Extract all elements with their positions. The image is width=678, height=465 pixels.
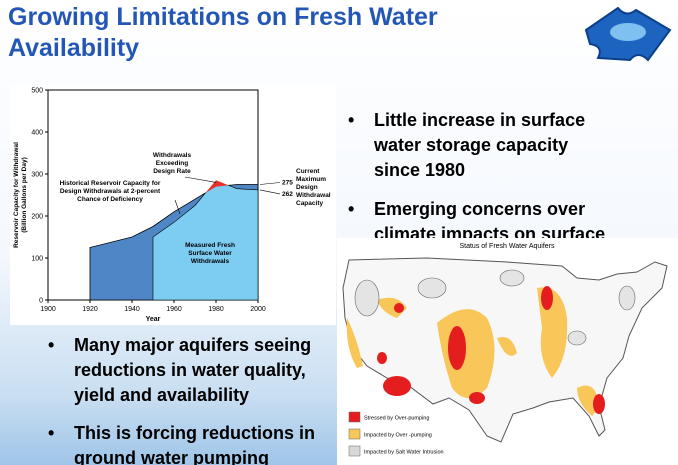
x-axis-label: Year <box>146 316 161 323</box>
bullet-text: Little increase in surface water storage… <box>374 110 586 180</box>
y-tick-label: 400 <box>31 130 43 137</box>
withdrawal-area <box>152 184 258 300</box>
annotation: Maximum <box>296 176 326 183</box>
y-tick-label: 0 <box>39 298 43 305</box>
bullet: • Little increase in surface water storag… <box>348 110 586 180</box>
bullet-text: This is forcing reductions in ground wat… <box>74 423 316 465</box>
bullet-text: Many major aquifers seeing reductions in… <box>74 335 312 405</box>
x-tick-label: 1980 <box>208 306 224 313</box>
capacity-value: 275 <box>282 180 293 187</box>
series-label: Historical Reservoir Capacity for Design … <box>60 180 161 203</box>
x-tick-label: 1960 <box>166 306 182 313</box>
series-label: Measured Fresh Surface Water Withdrawals <box>185 242 235 265</box>
map-title: Status of Fresh Water Aquifers <box>459 243 555 250</box>
annotation: Withdrawals <box>153 152 192 159</box>
annotation: Withdrawal <box>296 192 331 199</box>
aquifer-map: Status of Fresh Water Aquifers Stre <box>337 238 678 465</box>
y-tick-label: 200 <box>31 214 43 221</box>
x-tick-label: 1900 <box>40 306 56 313</box>
legend-label: Stressed by Over-pumping <box>364 416 429 422</box>
x-tick-label: 1940 <box>124 306 140 313</box>
legend-swatch <box>348 411 361 423</box>
x-tick-label: 2000 <box>250 306 266 313</box>
salt-regions <box>354 269 636 346</box>
bullet: • Many major aquifers seeing reductions i… <box>48 335 312 405</box>
annotation: Design Rate <box>153 168 191 175</box>
pointer <box>184 176 217 183</box>
y-axis-label: Reservoir Capacity for Withdrawal(Billio… <box>13 142 28 248</box>
capacity-arrow <box>259 182 281 185</box>
puzzle-logo <box>584 6 672 62</box>
y-tick-label: 300 <box>31 172 43 179</box>
capacity-arrow <box>259 189 281 195</box>
bullet: • This is forcing reductions in ground wa… <box>48 421 319 465</box>
y-tick-label: 100 <box>31 256 43 263</box>
legend-label: Impacted by Salt Water Intrusion <box>364 450 444 456</box>
legend-label: Impacted by Over -pumping <box>364 433 432 439</box>
legend-swatch <box>348 428 361 440</box>
slide-title: Growing Limitations on Fresh Water Avail… <box>8 3 438 62</box>
pointer <box>174 199 181 215</box>
stressed-regions <box>377 286 605 414</box>
legend-swatch <box>348 445 361 457</box>
annotation: Exceeding <box>156 160 189 167</box>
annotation: Design <box>296 184 318 191</box>
x-tick-label: 1920 <box>82 306 98 313</box>
y-tick-label: 500 <box>31 88 43 95</box>
chart: 0 100 200 300 400 500 1900 1920 1940 1960 1980 2000… <box>10 85 336 325</box>
annotation: Current <box>296 168 320 175</box>
annotation: Capacity <box>296 200 323 207</box>
capacity-value: 262 <box>282 191 293 198</box>
